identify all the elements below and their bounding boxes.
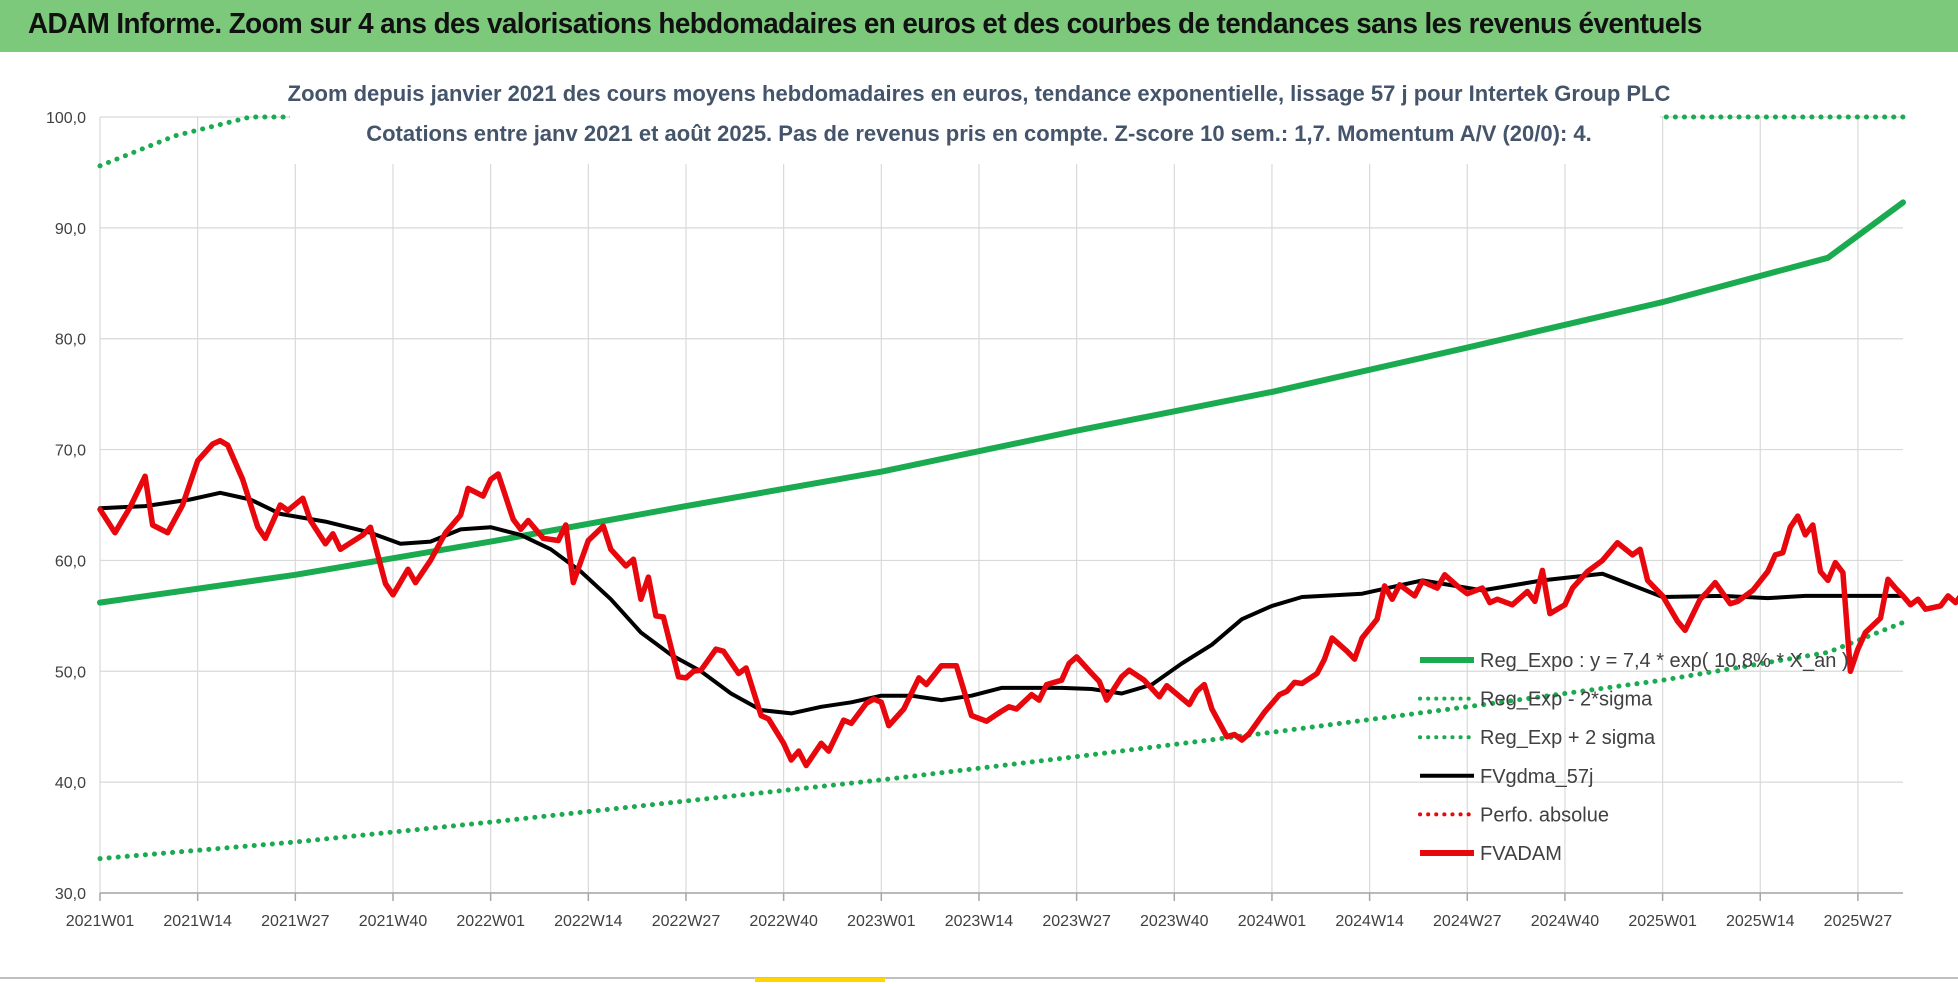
- series-fvadam: [97, 437, 1958, 769]
- legend-label: Perfo. absolue: [1480, 804, 1609, 826]
- x-tick-label: 2023W40: [1140, 913, 1209, 930]
- y-tick-label: 70,0: [55, 443, 86, 460]
- x-tick-label: 2021W40: [359, 913, 428, 930]
- x-tick-label: 2025W14: [1726, 913, 1795, 930]
- x-tick-label: 2022W01: [456, 913, 525, 930]
- y-tick-label: 50,0: [55, 664, 86, 681]
- report-title: ADAM Informe. Zoom sur 4 ans des valoris…: [28, 8, 1702, 40]
- y-tick-label: 80,0: [55, 332, 86, 349]
- subtitle-background: [290, 68, 1660, 164]
- x-tick-label: 2022W27: [652, 913, 721, 930]
- x-tick-label: 2023W01: [847, 913, 916, 930]
- x-tick-label: 2021W01: [66, 913, 135, 930]
- legend-label: FVADAM: [1480, 843, 1562, 865]
- x-tick-label: 2021W14: [163, 913, 232, 930]
- legend-label: FVgdma_57j: [1480, 766, 1593, 788]
- x-tick-label: 2024W01: [1238, 913, 1307, 930]
- x-tick-label: 2022W14: [554, 913, 623, 930]
- chart-subtitle-line-2: Cotations entre janv 2021 et août 2025. …: [366, 121, 1592, 146]
- x-axis: 2021W01 2021W14 2021W27 2021W40 2022W01 2022W…: [66, 892, 1903, 930]
- chart-subtitle-line-1: Zoom depuis janvier 2021 des cours moyen…: [288, 81, 1671, 106]
- y-tick-label: 40,0: [55, 775, 86, 792]
- series-fvgdma-57j: [98, 490, 1905, 716]
- legend-label: Reg_Expo : y = 7,4 * exp( 10,8% * X_an ): [1480, 650, 1849, 672]
- chart-legend: Reg_Expo : y = 7,4 * exp( 10,8% * X_an )…: [1418, 650, 1849, 865]
- x-tick-label: 2022W40: [749, 913, 818, 930]
- legend-label: Reg_Exp + 2 sigma: [1480, 727, 1656, 749]
- x-tick-label: 2023W14: [945, 913, 1014, 930]
- y-axis: 30,0 40,0 50,0 60,0 70,0 80,0 90,0 100,0: [46, 110, 86, 903]
- x-tick-label: 2025W27: [1824, 913, 1893, 930]
- series-reg-expo: [97, 199, 1906, 606]
- y-tick-label: 90,0: [55, 221, 86, 238]
- x-tick-label: 2024W27: [1433, 913, 1502, 930]
- x-tick-label: 2024W14: [1335, 913, 1404, 930]
- series-reg-exp-minus-2sigma: [97, 620, 1906, 862]
- y-tick-label: 60,0: [55, 553, 86, 570]
- x-tick-label: 2025W01: [1628, 913, 1697, 930]
- report-banner: ADAM Informe. Zoom sur 4 ans des valoris…: [0, 0, 1958, 54]
- y-tick-label: 100,0: [46, 110, 86, 127]
- x-tick-label: 2023W27: [1042, 913, 1111, 930]
- y-tick-label: 30,0: [55, 886, 86, 903]
- x-tick-label: 2024W40: [1531, 913, 1600, 930]
- valuation-chart: 30,0 40,0 50,0 60,0 70,0 80,0 90,0 100,0 2021W0…: [0, 52, 1958, 984]
- legend-label: Reg_Exp - 2*sigma: [1480, 689, 1653, 711]
- x-tick-label: 2021W27: [261, 913, 330, 930]
